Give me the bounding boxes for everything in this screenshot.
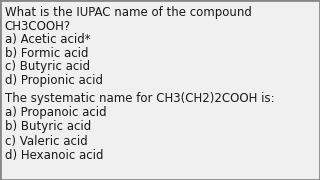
- Text: b) Formic acid: b) Formic acid: [5, 47, 88, 60]
- Text: What is the IUPAC name of the compound: What is the IUPAC name of the compound: [5, 6, 252, 19]
- Text: b) Butyric acid: b) Butyric acid: [5, 120, 91, 133]
- Text: c) Butyric acid: c) Butyric acid: [5, 60, 90, 73]
- Text: The systematic name for CH3(CH2)2COOH is:: The systematic name for CH3(CH2)2COOH is…: [5, 92, 275, 105]
- Text: CH3COOH?: CH3COOH?: [5, 20, 71, 33]
- Text: a) Acetic acid*: a) Acetic acid*: [5, 33, 91, 46]
- Text: c) Valeric acid: c) Valeric acid: [5, 135, 88, 148]
- Text: a) Propanoic acid: a) Propanoic acid: [5, 106, 107, 119]
- Text: d) Propionic acid: d) Propionic acid: [5, 74, 103, 87]
- Text: d) Hexanoic acid: d) Hexanoic acid: [5, 149, 103, 162]
